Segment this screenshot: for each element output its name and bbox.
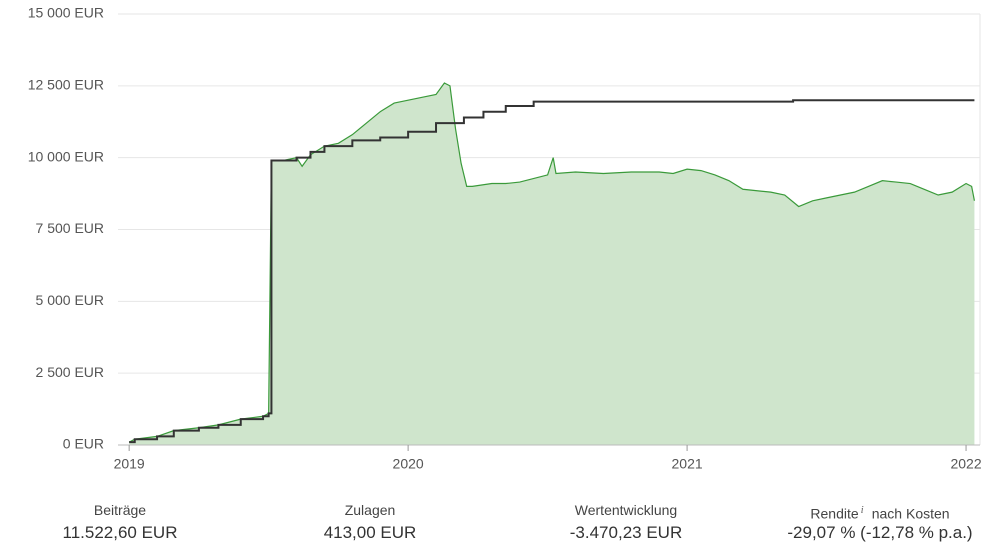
summary-value: 413,00 EUR — [323, 523, 417, 542]
y-tick-label: 2 500 EUR — [36, 364, 104, 380]
label-text: Rendite — [810, 505, 859, 522]
info-icon[interactable]: i — [860, 504, 864, 516]
summary-label: Wertentwicklung — [574, 502, 678, 518]
area — [129, 82, 975, 446]
label-note: nach Kosten — [871, 505, 950, 522]
chart: 0 EUR 2 500 EUR 5 000 EUR 7 500 EUR 10 000 E… — [28, 5, 982, 472]
x-tick-label: 2022 — [950, 456, 981, 472]
summary-value: -3.470,23 EUR — [569, 523, 683, 542]
x-tick-label: 2021 — [672, 456, 703, 472]
summary-value: -29,07 % (-12,78 % p.a.) — [787, 523, 973, 542]
y-tick-label: 10 000 EUR — [28, 148, 104, 164]
y-tick-label: 15 000 EUR — [28, 5, 104, 21]
y-tick-label: 12 500 EUR — [28, 77, 104, 93]
summary: Beiträge 11.522,60 EUR Zulagen 413,00 EU… — [0, 497, 1000, 557]
summary-label: Zulagen — [344, 502, 396, 518]
summary-item: Wertentwicklung -3.470,23 EUR — [506, 497, 746, 543]
summary-item: Beiträge 11.522,60 EUR — [0, 497, 240, 543]
y-tick-label: 5 000 EUR — [36, 292, 104, 308]
summary-label: Rendite i nach Kosten — [760, 497, 1000, 523]
y-tick-label: 0 EUR — [63, 436, 104, 452]
summary-item: Rendite i nach Kosten -29,07 % (-12,78 % p… — [760, 497, 1000, 543]
line — [129, 99, 975, 444]
y-tick-label: 7 500 EUR — [36, 220, 104, 236]
summary-value: 11.522,60 EUR — [62, 523, 178, 542]
summary-label: Beiträge — [93, 502, 147, 518]
x-tick-label: 2019 — [114, 456, 145, 472]
summary-item: Zulagen 413,00 EUR — [250, 497, 490, 543]
x-tick-label: 2020 — [393, 456, 424, 472]
